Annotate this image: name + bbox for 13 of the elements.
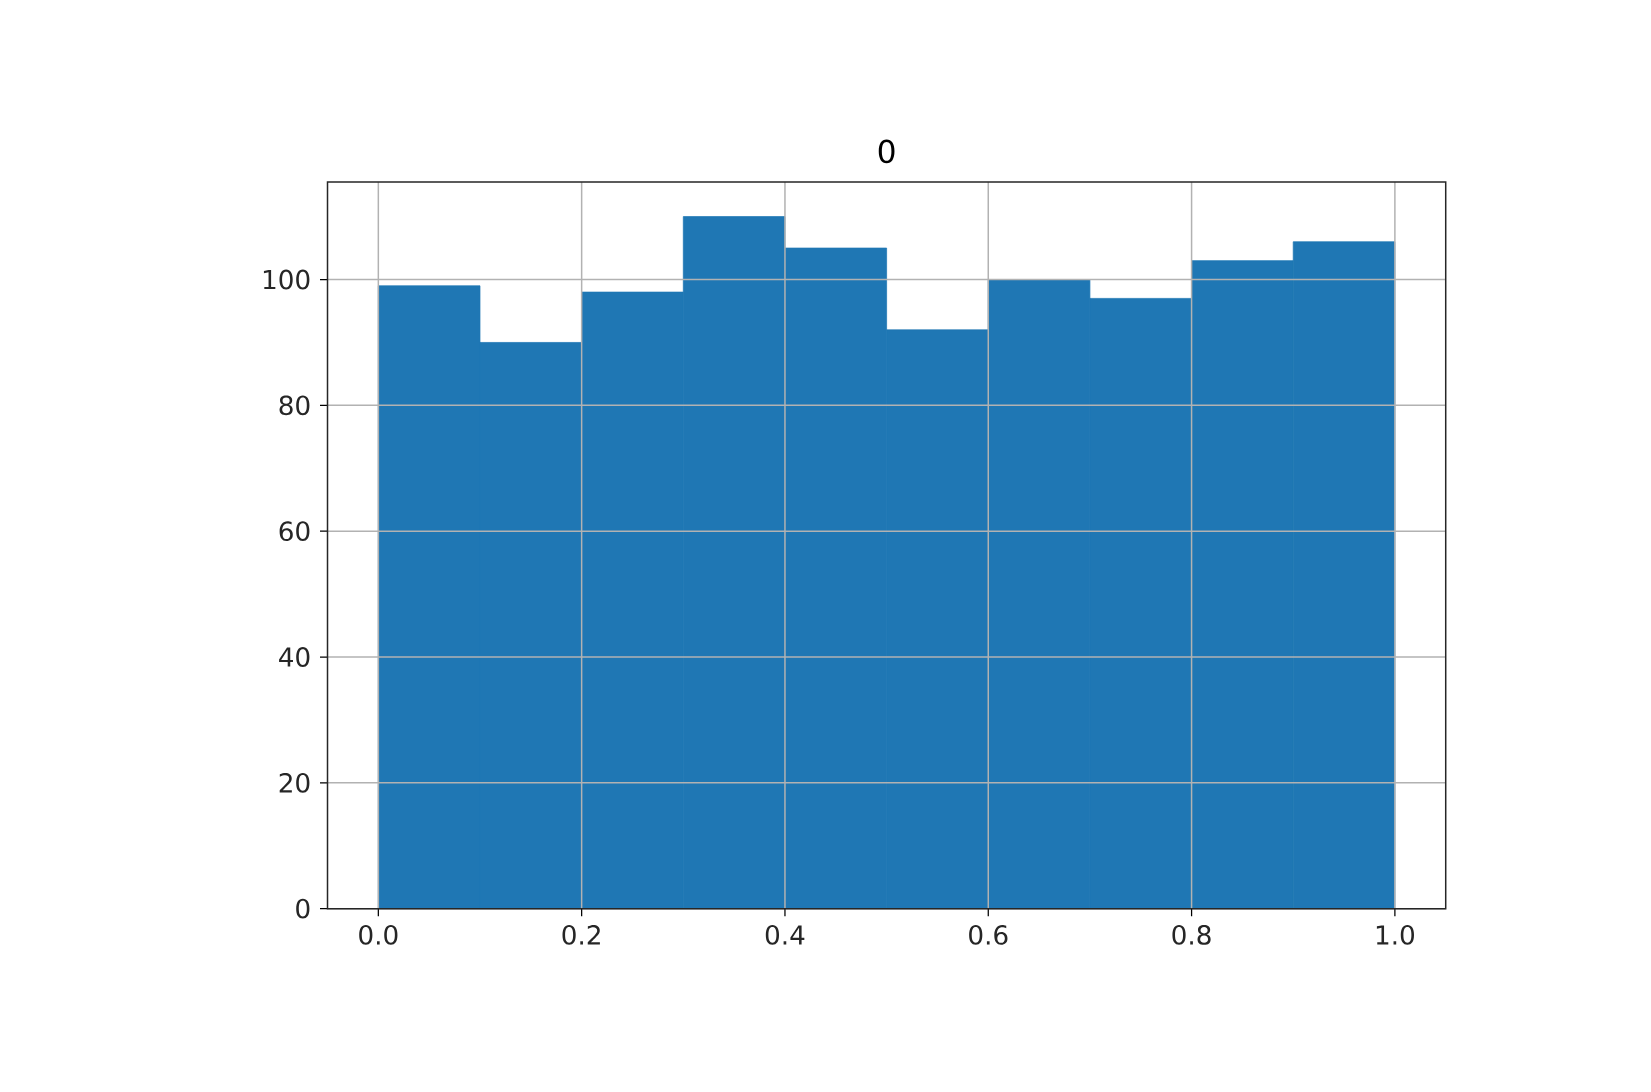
y-tick-label: 80 (279, 395, 310, 416)
x-tick-label: 0.4 (765, 925, 805, 945)
x-tick-label: 0.2 (562, 925, 600, 945)
y-tick-label: 100 (263, 269, 310, 290)
chart-title: 0 (878, 139, 895, 164)
y-tick-label: 60 (279, 521, 310, 542)
x-tick-label: 1.0 (1376, 925, 1414, 945)
x-tick-label: 0.0 (359, 925, 398, 945)
y-tick-label: 20 (279, 772, 310, 793)
x-tick-label: 0.6 (969, 925, 1008, 945)
x-tick-label: 0.8 (1172, 925, 1211, 945)
y-tick-label: 40 (279, 647, 310, 667)
y-tick-label: 0 (296, 898, 310, 919)
